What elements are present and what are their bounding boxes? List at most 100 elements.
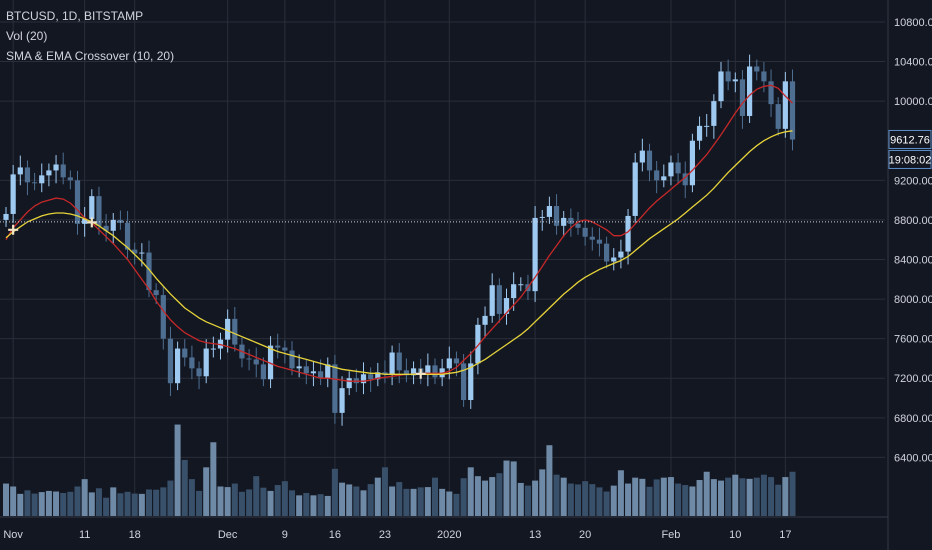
- x-axis-tick-label: 2020: [437, 529, 461, 541]
- volume-bar: [296, 495, 303, 516]
- volume-bar: [88, 492, 95, 516]
- candle-body: [739, 79, 746, 116]
- candle-body: [539, 216, 545, 218]
- x-axis-tick-label: 11: [79, 529, 90, 541]
- volume-bar: [360, 490, 367, 516]
- volume-bar: [625, 483, 632, 516]
- volume-bar: [403, 488, 410, 516]
- candle-body: [582, 227, 588, 237]
- volume-bar: [582, 481, 589, 516]
- candle-body: [725, 71, 731, 82]
- symbol-legend[interactable]: BTCUSD, 1D, BITSTAMP: [6, 9, 144, 23]
- volume-bar: [417, 487, 424, 516]
- candle-body: [518, 284, 524, 286]
- y-axis-tick-label: 7600.00: [894, 334, 932, 346]
- volume-bar: [753, 477, 760, 516]
- y-axis-tick-label: 9200.00: [894, 175, 932, 187]
- volume-bar: [253, 476, 260, 516]
- volume-bar: [74, 486, 81, 516]
- volume-bar: [489, 477, 496, 516]
- volume-bar: [67, 491, 74, 516]
- volume-bar: [389, 486, 396, 516]
- candle-body: [654, 170, 660, 181]
- volume-legend[interactable]: Vol (20): [6, 29, 48, 43]
- volume-bar: [196, 490, 203, 516]
- candle-body: [103, 225, 109, 231]
- volume-bar: [110, 487, 117, 516]
- candle-body: [596, 239, 603, 244]
- volume-bar: [632, 477, 639, 516]
- volume-bar: [689, 486, 696, 516]
- candle-body: [146, 252, 152, 291]
- candle-body: [511, 284, 517, 299]
- candle-body: [139, 252, 145, 254]
- volume-bar: [346, 484, 353, 516]
- volume-bar: [424, 487, 431, 516]
- volume-bar: [703, 471, 710, 516]
- candle-body: [189, 357, 195, 369]
- candle-body: [503, 298, 510, 314]
- volume-bar: [231, 483, 238, 516]
- x-axis-tick-label: 13: [529, 529, 541, 541]
- candle-body: [568, 217, 574, 224]
- crossover-marker: [415, 368, 426, 379]
- candle-body: [747, 66, 753, 116]
- candle-body: [711, 101, 717, 126]
- candle-body: [167, 338, 174, 384]
- volume-bar: [732, 474, 739, 516]
- volume-bar: [567, 483, 574, 516]
- volume-bar: [553, 474, 560, 516]
- volume-bar: [775, 484, 782, 516]
- volume-bar: [381, 467, 388, 516]
- volume-bar: [188, 479, 195, 516]
- volume-bar: [103, 497, 110, 516]
- volume-bar: [303, 492, 310, 516]
- volume-bar: [768, 477, 775, 516]
- candle-body: [668, 162, 674, 177]
- candle-body: [704, 125, 710, 127]
- volume-bar: [496, 473, 503, 516]
- volume-bar: [224, 487, 231, 516]
- candle-body: [561, 217, 567, 226]
- volume-bar: [432, 477, 438, 516]
- volume-bar: [339, 482, 346, 516]
- y-axis-tick-label: 8000.00: [894, 294, 932, 306]
- indicator-legend[interactable]: SMA & EMA Crossover (10, 20): [6, 49, 175, 63]
- candle-body: [318, 371, 324, 379]
- volume-bar: [596, 487, 603, 516]
- volume-bar: [760, 474, 767, 516]
- volume-bar: [353, 486, 360, 516]
- volume-bar: [310, 495, 317, 516]
- volume-bar: [38, 492, 45, 516]
- volume-bar: [160, 487, 167, 516]
- volume-bar: [653, 479, 660, 516]
- candle-body: [482, 315, 488, 325]
- volume-bar: [453, 493, 460, 516]
- candle-body: [3, 213, 9, 220]
- volume-bar: [281, 481, 288, 516]
- candle-body: [132, 249, 138, 254]
- volume-bar: [124, 491, 131, 516]
- candle-body: [689, 140, 695, 186]
- candle-body: [89, 196, 95, 219]
- chart-legend: BTCUSD, 1D, BITSTAMP Vol (20) SMA & EMA …: [6, 6, 174, 66]
- candle-body: [432, 365, 438, 378]
- volume-bar: [217, 486, 224, 516]
- volume-bar: [718, 480, 724, 516]
- candle-body: [232, 318, 238, 345]
- candle-body: [410, 368, 417, 376]
- x-axis-tick-label: Feb: [661, 529, 680, 541]
- candle-body: [618, 251, 624, 258]
- volume-bar: [739, 478, 746, 516]
- candle-body: [389, 352, 395, 375]
- candle-body: [346, 378, 352, 389]
- volume-bar: [10, 486, 17, 516]
- candle-body: [761, 71, 767, 82]
- candle-body: [396, 352, 402, 371]
- candle-body: [639, 150, 645, 163]
- candle-body: [461, 363, 467, 401]
- candle-body: [160, 295, 166, 339]
- volume-bar: [603, 491, 610, 516]
